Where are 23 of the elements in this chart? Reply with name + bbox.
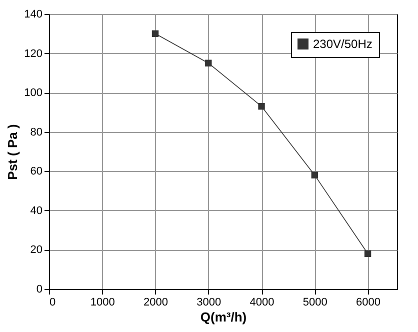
x-tick-label: 2000 [144,296,168,308]
y-tick-label: 40 [30,204,42,217]
point [364,250,372,257]
x-tick-label: 4000 [250,296,274,308]
x-tick-label: 5000 [302,296,328,308]
y-tick-label: 0 [36,284,42,296]
x-tick-label: 6000 [356,296,381,308]
point [205,60,212,66]
y-tick-label: 60 [30,166,42,178]
y-tick-label: 20 [30,244,42,256]
y-tick-label: 120 [24,48,42,60]
point [152,30,159,37]
point [258,102,265,110]
y-axis-title: Pst ( Pa ) [5,124,20,180]
x-tick-label: 3000 [196,296,222,308]
y-tick-label: 140 [24,8,42,20]
x-tick-label: 1000 [90,296,115,308]
y-tick-label: 100 [24,87,42,100]
point [311,172,318,178]
x-tick-label: 0 [50,296,56,308]
x-axis-title: Q(m³/h) [200,310,247,324]
y-tick-label: 80 [30,126,42,138]
legend-label: 230V/50Hz [313,37,372,51]
